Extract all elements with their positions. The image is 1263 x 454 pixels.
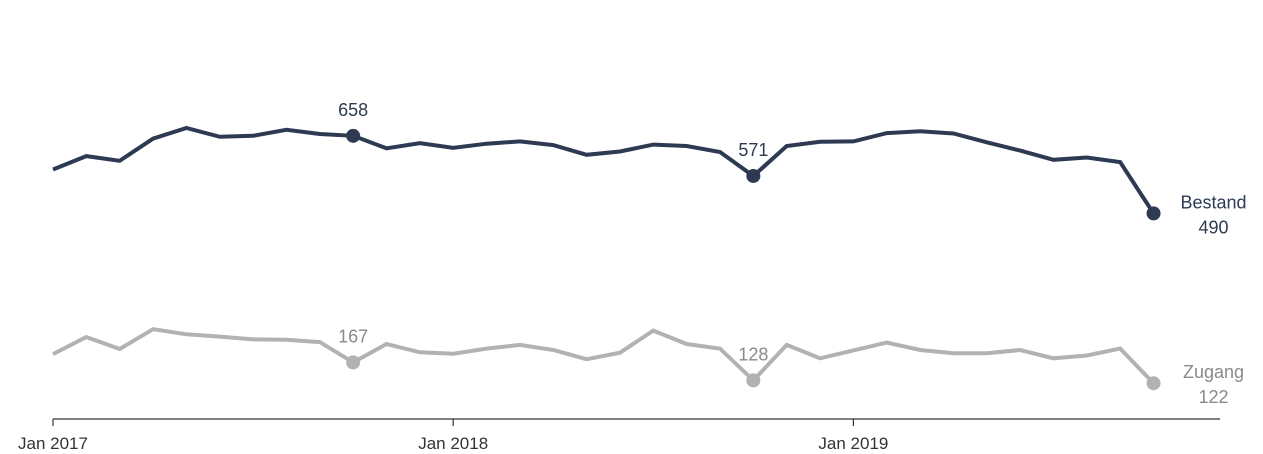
series-line-zugang — [52, 327, 1155, 385]
series-name-label-zugang: Zugang — [1183, 362, 1244, 382]
series-end-value-bestand: 490 — [1199, 217, 1229, 237]
data-point-bestand — [346, 128, 361, 143]
data-labels: 658 571 Bestand 490 167 128 Zugang 122 — [338, 100, 1246, 407]
data-point-zugang — [346, 355, 361, 370]
data-label-bestand: 658 — [338, 100, 368, 120]
series-name-label-bestand: Bestand — [1181, 192, 1247, 212]
series-lines — [52, 125, 1156, 385]
data-point-bestand — [746, 168, 761, 183]
data-label-zugang: 128 — [738, 344, 768, 364]
x-axis: Jan 2017 Jan 2018 Jan 2019 — [18, 418, 1220, 453]
series-end-value-zugang: 122 — [1199, 387, 1229, 407]
data-point-zugang — [1146, 376, 1161, 391]
x-tick-label: Jan 2017 — [18, 434, 88, 453]
data-point-zugang — [746, 373, 761, 388]
x-tick-label: Jan 2018 — [418, 434, 488, 453]
data-point-bestand — [1146, 206, 1161, 221]
data-label-zugang: 167 — [338, 326, 368, 346]
series-line-bestand — [52, 125, 1156, 215]
data-label-bestand: 571 — [738, 140, 768, 160]
x-tick-label: Jan 2019 — [818, 434, 888, 453]
highlight-markers — [346, 128, 1161, 391]
